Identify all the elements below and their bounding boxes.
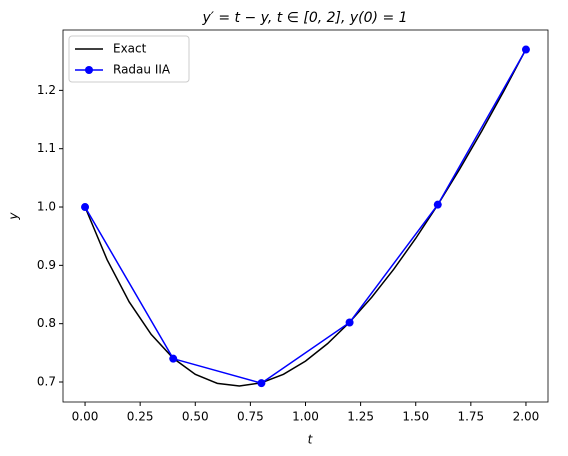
legend-label: Exact: [113, 42, 147, 56]
x-tick-label: 0.25: [127, 410, 154, 424]
plot-frame: [62, 29, 549, 403]
x-tick-label: 0.75: [237, 410, 264, 424]
x-axis-label: t: [308, 433, 314, 447]
line: [84, 49, 527, 384]
point: [521, 45, 530, 54]
chart-title: y′ = t − y, t ∈ [0, 2], y(0) = 1: [201, 10, 407, 26]
point: [345, 318, 354, 327]
point: [257, 379, 266, 388]
x-tick-label: 1.50: [402, 410, 429, 424]
point: [169, 354, 178, 363]
y-tick-label: 0.9: [37, 258, 56, 272]
x-tick-label: 0.50: [182, 410, 209, 424]
y-tick-label: 1.1: [37, 141, 56, 155]
y-tick-label: 0.8: [37, 316, 56, 330]
point: [433, 200, 442, 209]
x-tick-label: 1.25: [347, 410, 374, 424]
x-tick-label: 1.75: [457, 410, 484, 424]
point: [81, 203, 90, 212]
legend-marker: [85, 66, 93, 74]
line: [84, 48, 527, 387]
x-tick-label: 1.00: [292, 410, 319, 424]
y-tick-label: 1.2: [37, 83, 56, 97]
y-axis-label: y: [7, 212, 21, 221]
y-tick-label: 0.7: [37, 374, 56, 388]
legend-label: Radau IIA: [113, 63, 171, 77]
x-tick-label: 0.00: [72, 410, 99, 424]
x-tick-label: 2.00: [513, 410, 540, 424]
y-tick-label: 1.0: [37, 200, 56, 214]
